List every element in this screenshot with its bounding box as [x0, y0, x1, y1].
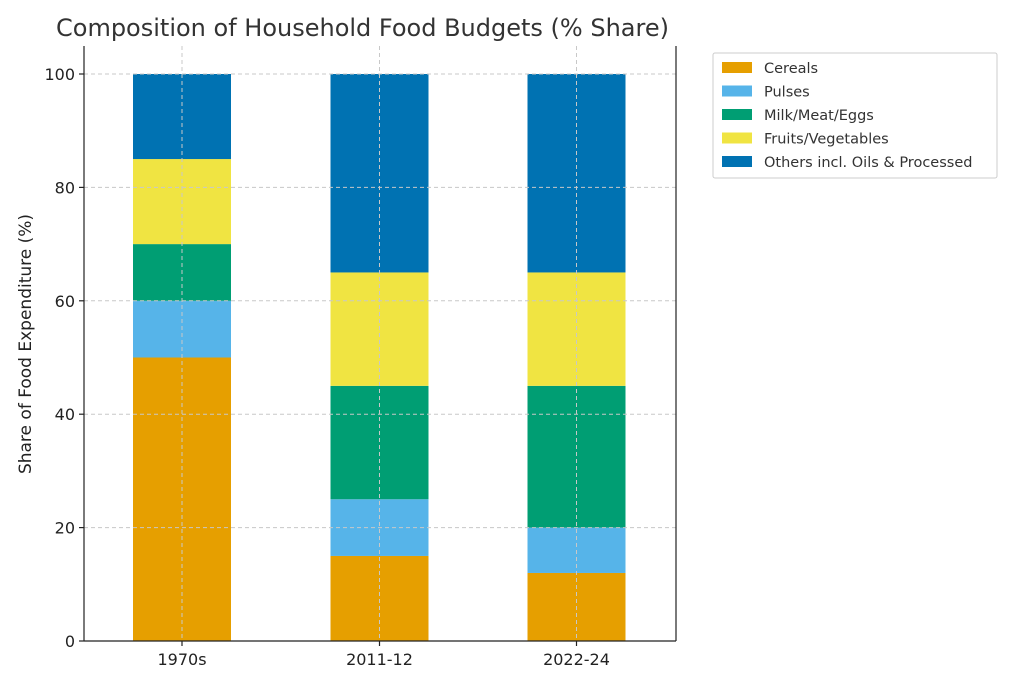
x-ticks: 1970s 2011-12 2022-24 [157, 641, 610, 669]
y-tick-label: 60 [55, 292, 75, 311]
legend-box [712, 52, 998, 179]
legend-entry-label: Pulses [764, 85, 810, 101]
legend-entry-label: Fruits/Vegetables [764, 132, 889, 148]
legend-swatch [722, 156, 752, 167]
y-tick-label: 0 [65, 632, 75, 651]
legend-swatch [722, 132, 752, 144]
legend-swatch [722, 62, 752, 73]
y-tick-label: 20 [55, 519, 75, 538]
y-tick-label: 80 [55, 178, 75, 197]
bar-segment-cereals-2011-12 [330, 555, 429, 641]
legend-entry-label: Milk/Meat/Eggs [764, 108, 874, 124]
x-tick-label: 2011-12 [346, 650, 413, 669]
x-tick-label: 1970s [157, 650, 206, 669]
y-tick-label: 40 [55, 405, 75, 424]
y-tick-label: 100 [44, 65, 75, 84]
chart-title: Composition of Household Food Budgets (%… [56, 14, 669, 42]
y-ticks: 0 20 40 60 80 100 [44, 65, 84, 651]
bar-segment-cereals-1970s [133, 357, 231, 641]
legend-entry-label: Others incl. Oils & Processed [764, 155, 972, 171]
legend: Cereals Pulses Milk/Meat/Eggs Fruits/Vegeta… [712, 52, 998, 179]
x-tick-label: 2022-24 [543, 650, 610, 669]
gridlines [84, 46, 676, 641]
legend-entry-label: Cereals [764, 61, 818, 77]
legend-swatch [722, 109, 752, 120]
legend-swatch [722, 85, 752, 97]
y-axis-label: Share of Food Expenditure (%) [16, 214, 36, 474]
bar-segment-milk-meat-eggs-2022-24 [527, 385, 626, 528]
